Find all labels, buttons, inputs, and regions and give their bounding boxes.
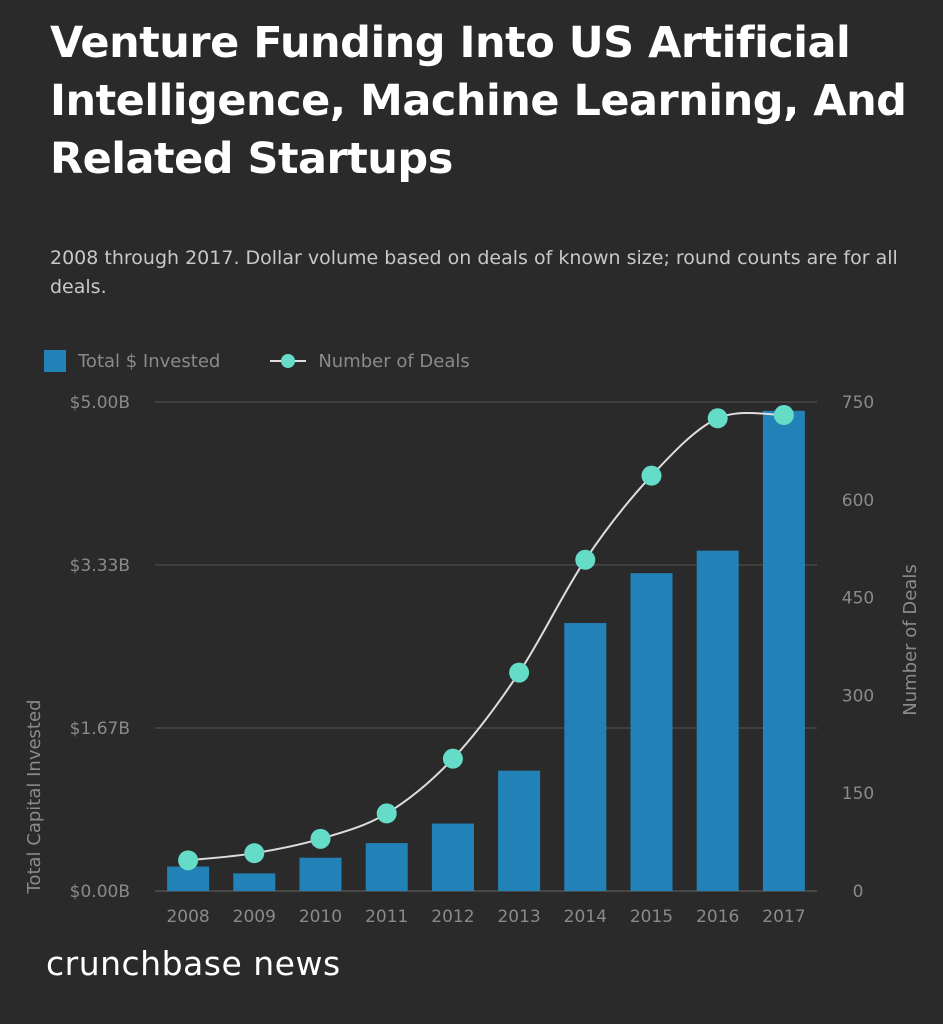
deals-point-2017 bbox=[773, 405, 794, 426]
deals-line bbox=[187, 411, 784, 862]
x-tick-label: 2016 bbox=[696, 907, 739, 927]
right-tick-label: 150 bbox=[842, 784, 874, 804]
right-tick-label: 450 bbox=[842, 589, 874, 609]
right-axis-label: Number of Deals bbox=[900, 564, 921, 715]
chart-title: Venture Funding Into US Artificial Intel… bbox=[50, 18, 907, 184]
x-tick-label: 2011 bbox=[365, 907, 408, 927]
left-tick-label: $0.00B bbox=[70, 882, 130, 902]
legend-line-label: Number of Deals bbox=[318, 350, 470, 372]
bar-2013 bbox=[498, 770, 541, 891]
right-tick-label: 750 bbox=[842, 393, 874, 413]
x-tick-label: 2014 bbox=[564, 907, 607, 927]
deals-point-2008 bbox=[178, 850, 199, 871]
bar-2015 bbox=[630, 573, 673, 891]
bar-2008 bbox=[167, 866, 210, 891]
deals-point-2016 bbox=[707, 408, 728, 429]
bar-2012 bbox=[431, 823, 474, 891]
left-axis-label: Total Capital Invested bbox=[24, 700, 45, 895]
left-tick-label: $1.67B bbox=[70, 719, 130, 739]
crunchbase-news-logo: crunchbase news bbox=[46, 944, 341, 983]
bar-2017 bbox=[762, 410, 805, 891]
deals-point-2010 bbox=[310, 828, 331, 849]
legend-bar-label: Total $ Invested bbox=[78, 350, 221, 372]
deals-point-2015 bbox=[641, 465, 662, 486]
chart-subtitle: 2008 through 2017. Dollar volume based o… bbox=[50, 247, 898, 298]
right-tick-label: 0 bbox=[853, 882, 864, 902]
x-tick-label: 2010 bbox=[299, 907, 342, 927]
left-tick-label: $3.33B bbox=[70, 556, 130, 576]
bar-2010 bbox=[299, 857, 342, 891]
bar-2016 bbox=[696, 550, 739, 891]
legend: Total $ Invested Number of Deals bbox=[44, 350, 470, 372]
deals-point-2012 bbox=[442, 748, 463, 769]
deals-point-2014 bbox=[575, 549, 596, 570]
right-tick-label: 600 bbox=[842, 491, 874, 511]
left-tick-label: $5.00B bbox=[70, 393, 130, 413]
x-tick-label: 2009 bbox=[233, 907, 276, 927]
deals-point-2009 bbox=[244, 843, 265, 864]
chart: $0.00B $1.67B $3.33B $5.00B 0 150 300 450 600 750… bbox=[24, 393, 921, 927]
right-tick-label: 300 bbox=[842, 686, 874, 706]
deals-point-2013 bbox=[509, 662, 530, 683]
x-tick-label: 2017 bbox=[762, 907, 805, 927]
x-tick-label: 2012 bbox=[431, 907, 474, 927]
bar-2014 bbox=[564, 623, 607, 891]
legend-bar-swatch bbox=[44, 350, 66, 372]
legend-line-swatch bbox=[270, 350, 307, 372]
bar-2009 bbox=[233, 873, 276, 891]
x-tick-label: 2015 bbox=[630, 907, 673, 927]
x-tick-label: 2008 bbox=[166, 907, 209, 927]
deals-point-2011 bbox=[376, 803, 397, 824]
x-tick-label: 2013 bbox=[497, 907, 540, 927]
bar-2011 bbox=[365, 843, 408, 891]
